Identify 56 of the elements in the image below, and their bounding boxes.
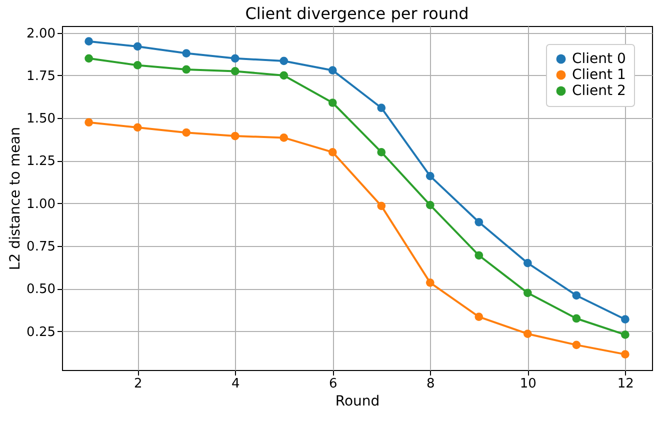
point	[280, 56, 288, 66]
y-tick-label: 0.50	[26, 282, 56, 298]
point	[426, 172, 434, 180]
point	[328, 98, 337, 107]
point	[280, 71, 288, 80]
legend-label: Client 1	[572, 67, 626, 83]
point	[230, 132, 240, 140]
point	[572, 291, 581, 300]
point	[328, 66, 337, 75]
y-axis-title: L2 distance to mean	[8, 126, 24, 270]
point	[133, 42, 142, 51]
x-tick-label: 4	[231, 376, 240, 392]
point	[474, 312, 484, 321]
point	[426, 200, 434, 210]
chart-title: Client divergence per round	[245, 4, 469, 23]
point	[474, 251, 484, 260]
legend-label: Client 0	[572, 51, 626, 67]
point	[133, 123, 142, 132]
point	[84, 37, 93, 46]
point	[230, 67, 240, 76]
point	[280, 134, 288, 142]
point	[182, 65, 191, 74]
point	[523, 258, 532, 268]
point	[133, 61, 142, 70]
x-tick-label: 12	[617, 376, 634, 392]
y-tick-label: 1.50	[26, 112, 56, 127]
y-tick-label: 1.00	[26, 196, 56, 212]
y-tick-label: 1.75	[26, 68, 56, 84]
point	[426, 278, 434, 287]
x-tick-label: 6	[328, 376, 338, 392]
point	[328, 148, 337, 156]
point	[377, 202, 386, 210]
x-axis-title: Round	[335, 394, 380, 410]
y-tick-label: 1.25	[26, 154, 56, 170]
y-tick-label: 0.25	[26, 324, 56, 340]
x-tick-label: 2	[134, 376, 142, 392]
point	[377, 148, 386, 156]
point	[572, 314, 581, 323]
x-tick-label: 8	[426, 376, 435, 392]
legend-label: Client 2	[572, 83, 626, 99]
x-tick-label: 10	[520, 376, 536, 392]
point	[572, 340, 581, 350]
point	[182, 49, 191, 58]
point	[523, 288, 532, 298]
point	[377, 104, 386, 112]
point	[621, 330, 630, 339]
point	[621, 350, 630, 358]
point	[182, 128, 191, 137]
point	[474, 218, 484, 226]
point	[84, 118, 93, 127]
point	[230, 54, 240, 63]
point	[621, 315, 630, 324]
y-tick-label: 0.75	[26, 240, 56, 255]
point	[84, 54, 93, 63]
point	[523, 330, 532, 338]
y-tick-label: 2.00	[26, 26, 56, 42]
